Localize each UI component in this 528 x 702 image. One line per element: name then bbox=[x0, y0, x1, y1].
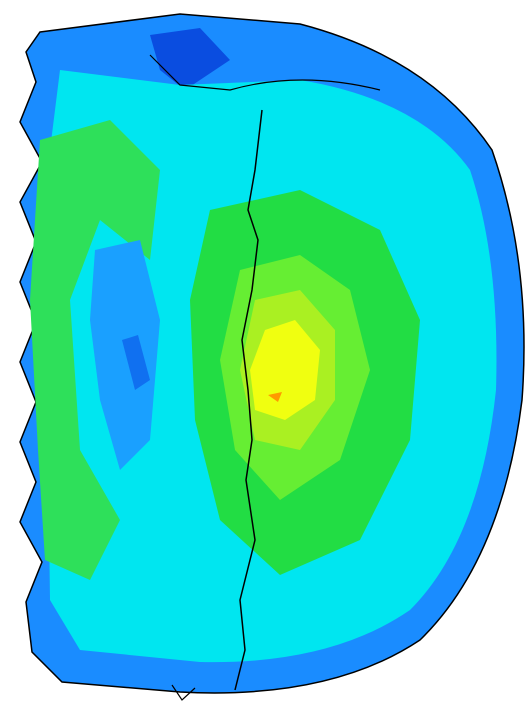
page bbox=[0, 0, 528, 702]
contour-plot bbox=[0, 0, 528, 702]
